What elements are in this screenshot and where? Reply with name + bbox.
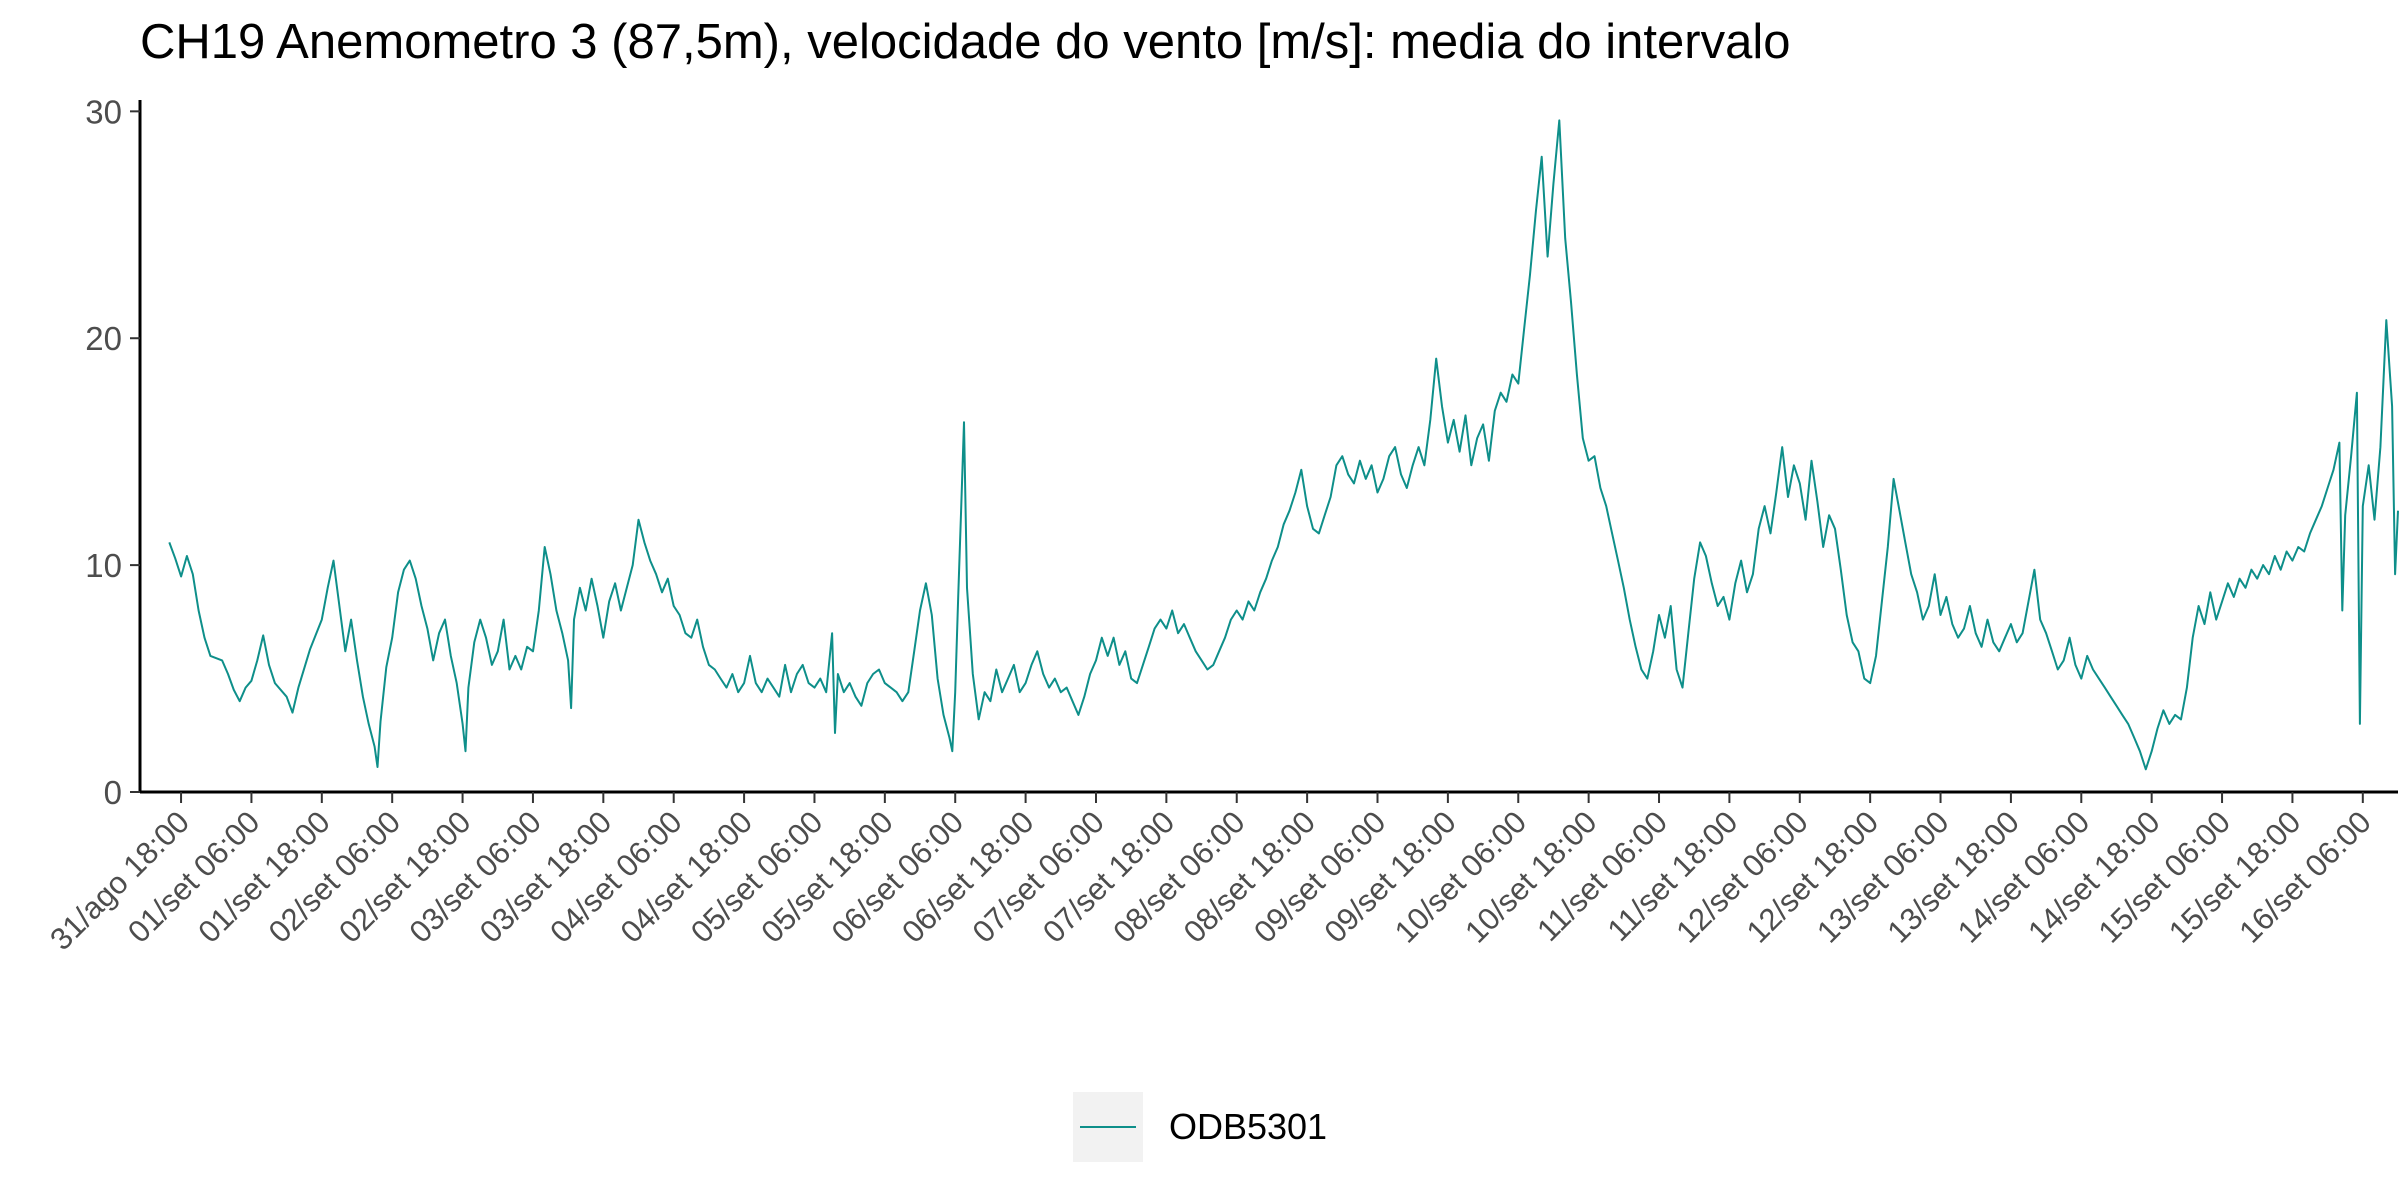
chart-title: CH19 Anemometro 3 (87,5m), velocidade do…	[140, 15, 1791, 69]
y-tick-label: 30	[85, 93, 122, 130]
legend: ODB5301	[0, 1092, 2400, 1162]
legend-key-line	[1079, 1126, 1136, 1128]
legend-label: ODB5301	[1168, 1106, 1328, 1147]
series-line-odb5301	[168, 119, 2399, 771]
y-tick-label: 0	[104, 774, 122, 811]
series-layer	[168, 119, 2399, 771]
y-tick-label: 10	[85, 547, 122, 584]
y-axis: 0 10 20 30	[85, 93, 142, 811]
y-tick-label: 20	[85, 320, 122, 357]
legend-key	[1072, 1092, 1143, 1162]
